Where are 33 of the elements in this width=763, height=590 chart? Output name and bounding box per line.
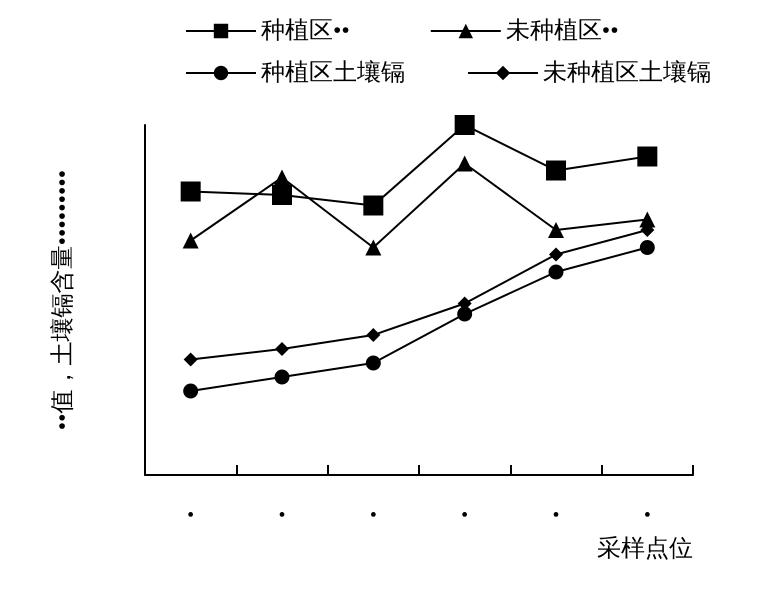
point (274, 370, 290, 384)
point (637, 146, 658, 166)
point (366, 328, 380, 342)
point (454, 115, 475, 135)
x-tick-label: • (644, 504, 651, 526)
x-tick-label: • (278, 504, 286, 526)
point (180, 182, 201, 202)
x-tick-label: • (370, 504, 377, 526)
point (549, 248, 563, 262)
point (184, 352, 198, 366)
point (366, 356, 381, 370)
legend-label: 未种植区•• (506, 18, 619, 44)
point (456, 156, 473, 172)
point (363, 196, 384, 216)
x-tick-label: • (461, 504, 468, 526)
point (640, 240, 655, 255)
legend-label: 种植区•• (261, 18, 350, 44)
point (183, 384, 198, 398)
point (275, 342, 289, 356)
legend-label: 未种植区土壤镉 (543, 59, 711, 86)
point (365, 240, 382, 256)
point (457, 306, 472, 322)
x-axis-title: 采样点位 (597, 536, 693, 562)
legend-label: 种植区土壤镉 (261, 59, 405, 86)
point (272, 185, 292, 205)
point (274, 170, 290, 186)
x-tick-label: • (187, 504, 194, 526)
point (548, 222, 564, 238)
x-tick-label: • (552, 504, 560, 526)
point (548, 264, 564, 280)
y-axis-title: ••值，土壤镉含量••••••••• (49, 170, 76, 430)
point (182, 232, 199, 248)
point (546, 160, 566, 180)
